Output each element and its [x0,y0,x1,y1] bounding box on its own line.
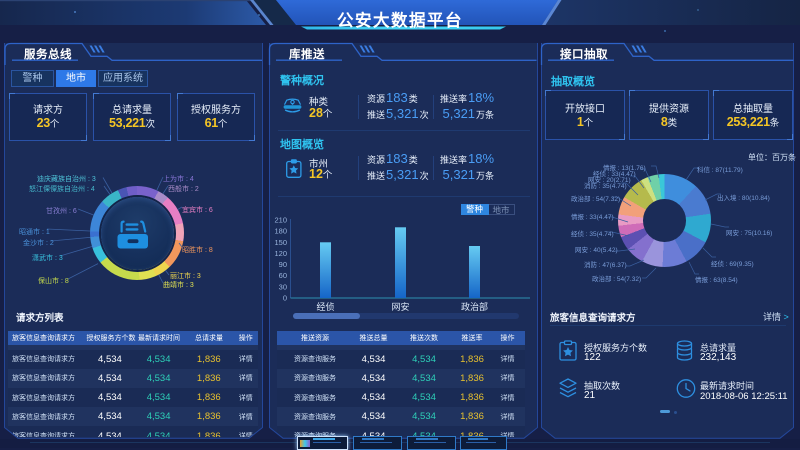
svg-text:180: 180 [274,227,287,236]
svg-text:60: 60 [279,271,287,280]
svg-text:30: 30 [279,282,287,291]
svg-text:90: 90 [279,260,287,269]
svg-text:120: 120 [274,249,287,258]
svg-text:经侦: 经侦 [316,301,334,312]
svg-text:210: 210 [274,216,287,225]
svg-text:0: 0 [283,294,287,303]
svg-text:150: 150 [274,238,287,247]
svg-text:网安: 网安 [391,301,409,312]
svg-text:政治部: 政治部 [461,301,488,312]
